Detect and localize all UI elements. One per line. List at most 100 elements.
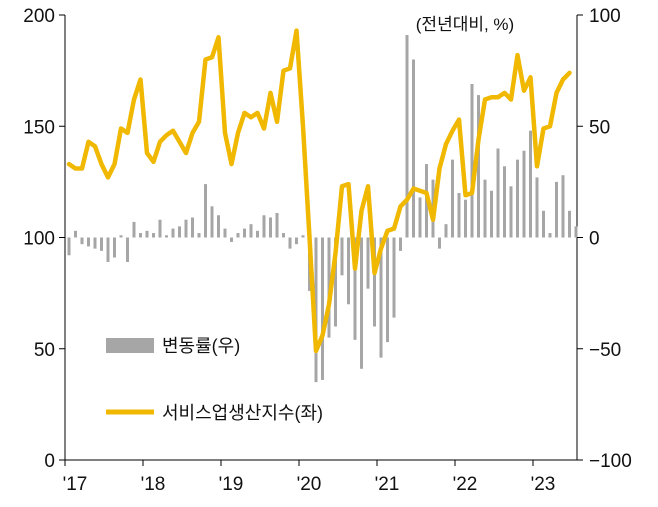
- left-tick-label: 100: [23, 229, 55, 250]
- bar-change-rate: [444, 224, 448, 238]
- bar-change-rate: [230, 237, 233, 242]
- x-tick-label: '23: [531, 474, 556, 495]
- bar-change-rate: [106, 237, 110, 262]
- bar-change-rate: [373, 237, 376, 327]
- bar-change-rate: [256, 230, 259, 238]
- bar-change-rate: [132, 221, 136, 238]
- bar-change-rate: [418, 197, 422, 238]
- x-tick-label: '19: [219, 474, 244, 495]
- x-tick-label: '22: [453, 474, 478, 495]
- bar-change-rate: [67, 237, 71, 256]
- bar-change-rate: [379, 237, 383, 358]
- bar-change-rate: [392, 237, 396, 318]
- axes: 0 50 100 150 200 −100 −50 0 50 100 '17 '18 '19 '20 '21…: [23, 6, 632, 495]
- legend-label-line: 서비스업생산지수(좌): [162, 403, 323, 423]
- bar-change-rate: [490, 190, 493, 238]
- bar-change-rate: [152, 233, 155, 238]
- bar-change-rate: [243, 228, 246, 238]
- bar-change-rate: [412, 59, 415, 238]
- bar-change-rate: [165, 235, 168, 238]
- bar-change-rate: [197, 233, 201, 238]
- bar-change-rate: [119, 235, 123, 238]
- x-tick-label: '18: [141, 474, 166, 495]
- bar-change-rate: [210, 206, 214, 238]
- bar-change-rate: [405, 35, 409, 238]
- bar-change-rate: [347, 237, 350, 305]
- bar-change-rate: [509, 186, 513, 238]
- bar-change-rate: [314, 237, 318, 383]
- right-tick-label: 0: [589, 229, 600, 250]
- bar-change-rate: [100, 237, 103, 251]
- bar-change-rate: [516, 159, 519, 238]
- bar-change-rate: [113, 237, 116, 258]
- right-tick-label: −100: [589, 451, 632, 472]
- bar-change-rate: [282, 233, 285, 238]
- bar-change-rate: [223, 228, 227, 238]
- bar-change-rate: [204, 184, 207, 238]
- bar-change-rate: [360, 237, 363, 369]
- bar-change-rate: [74, 230, 77, 238]
- bar-change-rate: [574, 226, 578, 238]
- bar-change-rate: [555, 181, 558, 238]
- bar-change-rate: [386, 237, 389, 343]
- bar-change-rate: [496, 148, 500, 238]
- bar-change-rate: [470, 83, 474, 238]
- bar-change-rate: [522, 150, 526, 238]
- bar-change-rate: [184, 219, 188, 238]
- bar-change-rate: [477, 95, 480, 238]
- bar-change-rate: [548, 233, 552, 238]
- bar-change-rate: [503, 166, 506, 238]
- unit-note: (전년대비, %): [416, 15, 514, 34]
- legend-label-bar: 변동률(우): [162, 336, 240, 356]
- bar-change-rate: [191, 217, 194, 238]
- bar-change-rate: [178, 226, 181, 238]
- bar-change-rate: [80, 237, 84, 245]
- bar-change-rate: [93, 237, 97, 249]
- bar-change-rate: [158, 219, 162, 238]
- bar-change-rate: [321, 237, 324, 380]
- bar-change-rate: [288, 237, 292, 249]
- line-service-production-index: [66, 28, 572, 354]
- left-tick-label: 50: [34, 340, 55, 361]
- left-tick-label: 200: [23, 6, 55, 27]
- bar-change-rate: [334, 237, 337, 327]
- bar-change-rate: [457, 193, 461, 238]
- x-tick-label: '20: [297, 474, 322, 495]
- bar-change-rate: [236, 233, 240, 238]
- right-tick-label: −50: [589, 340, 621, 361]
- right-tick-label: 100: [589, 6, 621, 27]
- bar-change-rate: [262, 215, 266, 238]
- bar-change-rate: [171, 228, 175, 238]
- legend-swatch-bar: [106, 338, 154, 353]
- line-series-group: [66, 28, 572, 354]
- bar-change-rate: [529, 130, 532, 238]
- bar-change-rate: [145, 230, 149, 238]
- left-tick-label: 0: [44, 451, 55, 472]
- bar-change-rate: [275, 213, 279, 238]
- bar-change-rate: [535, 177, 539, 238]
- bar-change-rate: [340, 237, 344, 276]
- bar-change-rate: [568, 210, 571, 238]
- bar-change-rate: [139, 233, 142, 238]
- bar-change-rate: [542, 210, 545, 238]
- bar-change-rate: [399, 237, 402, 251]
- bar-change-rate: [269, 217, 272, 238]
- bar-change-rate: [438, 237, 441, 249]
- bar-change-rate: [295, 237, 298, 245]
- x-tick-label: '17: [63, 474, 88, 495]
- bar-change-rate: [561, 175, 565, 238]
- left-tick-label: 150: [23, 117, 55, 138]
- bar-change-rate: [451, 159, 454, 238]
- bar-change-rate: [483, 179, 487, 238]
- x-tick-label: '21: [375, 474, 400, 495]
- bar-change-rate: [353, 237, 357, 340]
- legend: 변동률(우) 서비스업생산지수(좌): [106, 336, 323, 423]
- bar-change-rate: [249, 224, 253, 238]
- bar-change-rate: [366, 237, 370, 289]
- bar-change-rate: [126, 237, 129, 262]
- bar-change-rate: [87, 237, 90, 247]
- bar-change-rate: [217, 215, 220, 238]
- bar-change-rate: [464, 199, 467, 238]
- bar-change-rate: [301, 235, 305, 238]
